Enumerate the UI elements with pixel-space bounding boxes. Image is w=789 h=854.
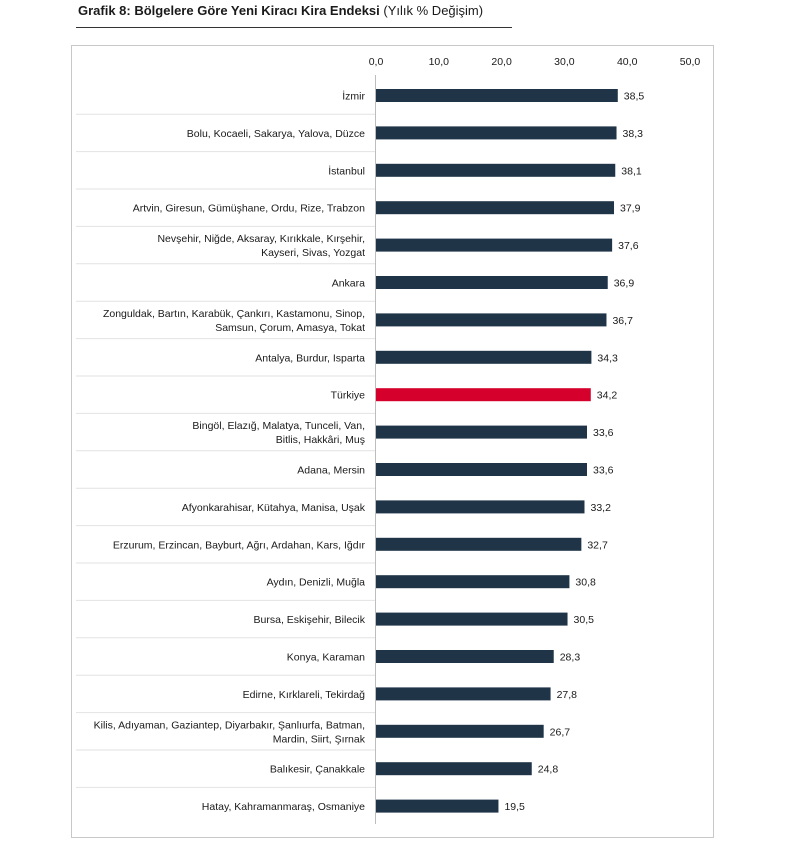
value-label: 19,5 <box>504 801 525 813</box>
bar <box>376 350 592 364</box>
category-label: Kayseri, Sivas, Yozgat <box>261 247 365 259</box>
value-label: 33,2 <box>590 502 611 514</box>
value-label: 36,7 <box>612 315 633 327</box>
value-label: 36,9 <box>614 278 635 290</box>
bar <box>376 687 551 701</box>
category-label: Artvin, Giresun, Gümüşhane, Ordu, Rize, … <box>133 203 365 215</box>
bar <box>376 575 570 589</box>
category-label: Antalya, Burdur, Isparta <box>255 352 365 364</box>
category-label: Türkiye <box>331 390 366 402</box>
value-label: 38,3 <box>623 128 644 140</box>
bar <box>376 612 568 626</box>
value-label: 28,3 <box>560 652 581 664</box>
bar <box>376 799 499 813</box>
bar <box>376 313 607 327</box>
x-tick-label: 30,0 <box>554 56 575 68</box>
category-label: Aydın, Denizli, Muğla <box>267 577 366 589</box>
bar <box>376 724 544 738</box>
chart-title-unit: (Yılık % Değişim) <box>383 3 484 18</box>
x-tick-label: 20,0 <box>491 56 512 68</box>
category-label: Erzurum, Erzincan, Bayburt, Ağrı, Ardaha… <box>113 539 366 551</box>
bar <box>376 463 588 476</box>
bar <box>376 238 613 252</box>
category-label: Kilis, Adıyaman, Gaziantep, Diyarbakır, … <box>94 719 365 731</box>
value-label: 33,6 <box>593 427 614 439</box>
x-tick-label: 0,0 <box>369 56 384 68</box>
chart-title-bold: Grafik 8: Bölgelere Göre Yeni Kiracı Kir… <box>78 3 380 18</box>
bar <box>376 201 615 215</box>
value-label: 32,7 <box>587 539 608 551</box>
value-label: 30,8 <box>575 577 596 589</box>
value-label: 27,8 <box>557 689 578 701</box>
value-label: 37,9 <box>620 203 641 215</box>
value-label: 33,6 <box>593 465 614 477</box>
category-label: İzmir <box>342 90 365 103</box>
value-label: 34,3 <box>597 352 618 364</box>
value-label: 24,8 <box>538 764 559 776</box>
x-tick-label: 50,0 <box>680 56 701 68</box>
bar <box>376 425 588 439</box>
value-label: 38,1 <box>621 165 642 177</box>
title-underline <box>76 27 512 28</box>
category-label: Konya, Karaman <box>287 652 365 664</box>
bar <box>376 500 585 514</box>
category-label: Bitlis, Hakkâri, Muş <box>276 434 365 446</box>
category-label: Bolu, Kocaeli, Sakarya, Yalova, Düzce <box>187 128 365 140</box>
value-label: 37,6 <box>618 240 639 252</box>
category-label: Samsun, Çorum, Amasya, Tokat <box>215 322 365 334</box>
value-label: 34,2 <box>597 390 618 402</box>
category-label: Bingöl, Elazığ, Malatya, Tunceli, Van, <box>192 420 365 432</box>
bar <box>376 163 616 177</box>
category-label: Zonguldak, Bartın, Karabük, Çankırı, Kas… <box>103 308 365 320</box>
x-tick-label: 10,0 <box>429 56 450 68</box>
bar <box>376 276 608 289</box>
bar <box>376 126 617 140</box>
category-label: Nevşehir, Niğde, Aksaray, Kırıkkale, Kır… <box>157 233 365 245</box>
x-tick-label: 40,0 <box>617 56 638 68</box>
value-label: 38,5 <box>624 91 645 103</box>
value-label: 26,7 <box>550 726 571 738</box>
chart-frame <box>71 45 714 838</box>
category-label: Edirne, Kırklareli, Tekirdağ <box>243 689 366 701</box>
category-label: Bursa, Eskişehir, Bilecik <box>254 614 366 626</box>
bar <box>376 762 532 776</box>
bar <box>376 650 554 663</box>
category-label: Balıkesir, Çanakkale <box>270 764 365 776</box>
bar-highlight <box>376 388 591 402</box>
category-label: Hatay, Kahramanmaraş, Osmaniye <box>202 801 365 813</box>
value-label: 30,5 <box>574 614 595 626</box>
bar <box>376 89 618 102</box>
category-label: Ankara <box>332 278 365 290</box>
category-label: Mardin, Siirt, Şırnak <box>273 733 366 745</box>
bar <box>376 537 582 551</box>
category-label: Afyonkarahisar, Kütahya, Manisa, Uşak <box>182 502 366 514</box>
chart-title: Grafik 8: Bölgelere Göre Yeni Kiracı Kir… <box>78 3 483 18</box>
category-label: Adana, Mersin <box>297 465 365 477</box>
category-label: İstanbul <box>328 164 365 177</box>
